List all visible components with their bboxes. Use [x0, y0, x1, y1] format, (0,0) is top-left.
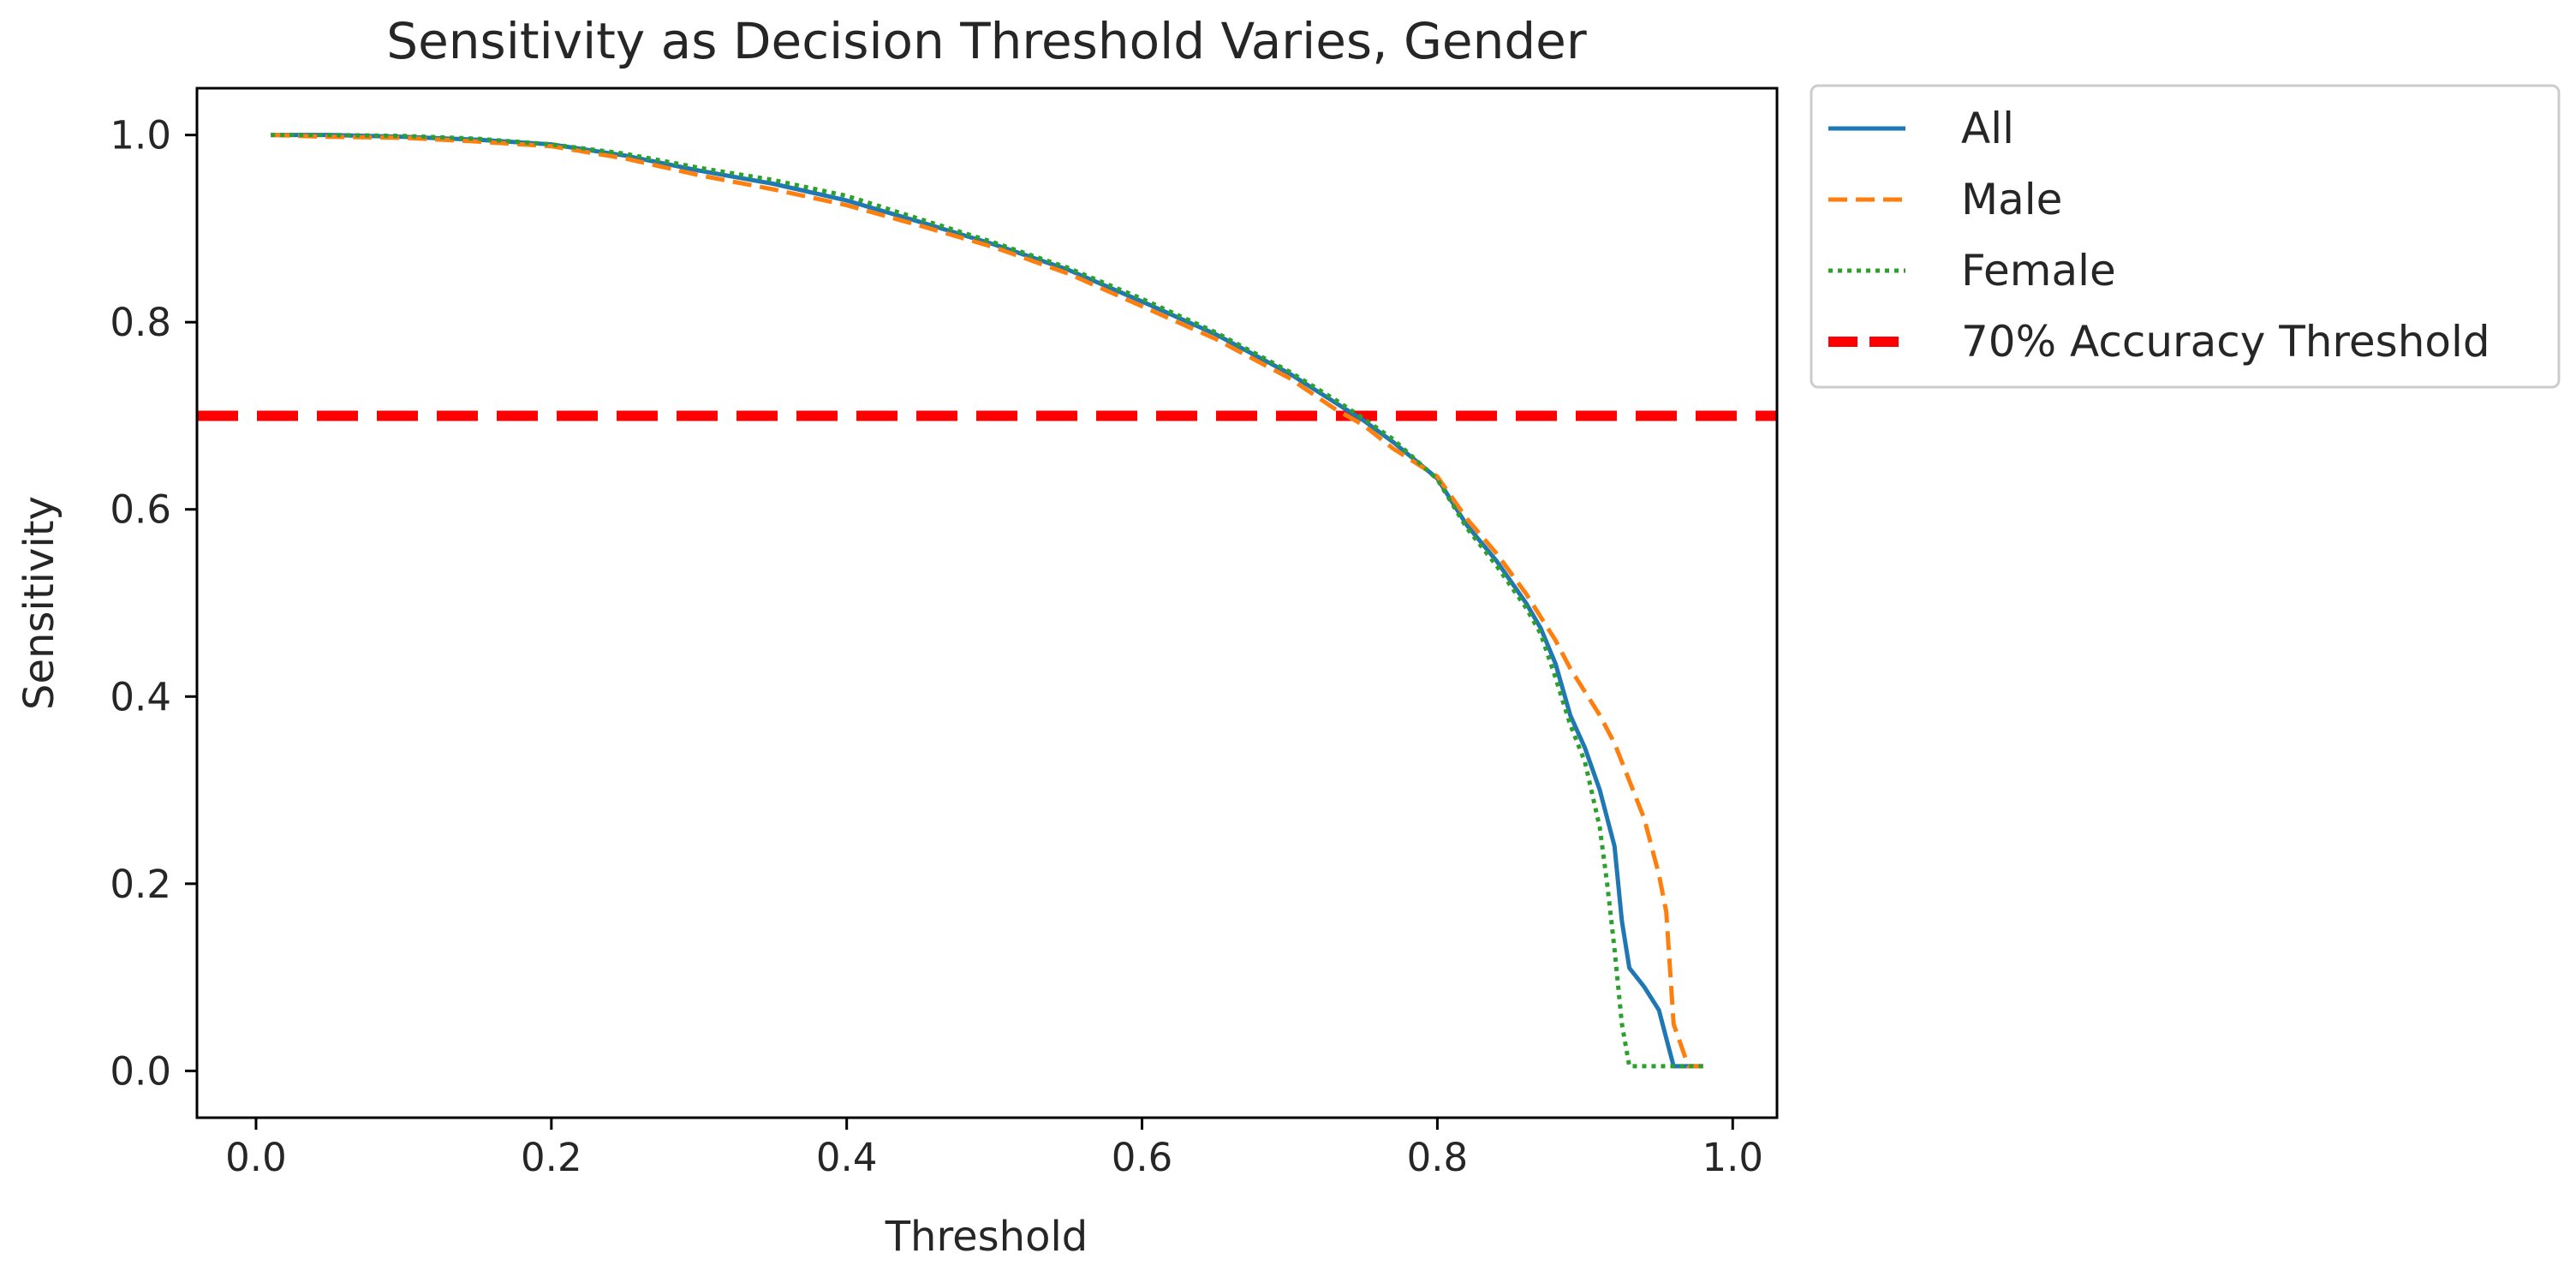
series-line-male [271, 133, 1703, 1069]
plot-frame [195, 87, 1779, 1119]
x-axis-label: Threshold [885, 1213, 1088, 1261]
x-tick-label: 0.0 [225, 1135, 287, 1180]
x-tick-label: 0.8 [1407, 1135, 1469, 1180]
y-axis-label: Sensitivity [15, 496, 63, 710]
legend-label: Female [1961, 246, 2116, 295]
y-axis: 0.0 0.2 0.4 0.6 0.8 1.0 [110, 113, 197, 1094]
x-axis: 0.0 0.2 0.4 0.6 0.8 1.0 [225, 1118, 1763, 1180]
y-tick-label: 0.0 [110, 1048, 171, 1094]
legend-label: 70% Accuracy Threshold [1961, 317, 2490, 367]
x-tick-label: 1.0 [1702, 1135, 1763, 1180]
legend: All Male Female 70% Accuracy Threshold [1810, 84, 2561, 389]
series-line-female [271, 133, 1703, 1069]
y-tick-label: 0.4 [110, 674, 171, 719]
legend-frame [1810, 84, 2561, 389]
y-tick-label: 1.0 [110, 113, 171, 158]
chart-title: Sensitivity as Decision Threshold Varies… [386, 12, 1587, 70]
legend-label: Male [1961, 175, 2062, 224]
y-tick-label: 0.6 [110, 487, 171, 533]
y-tick-label: 0.2 [110, 862, 171, 907]
x-tick-label: 0.4 [816, 1135, 878, 1180]
legend-label: All [1961, 104, 2014, 153]
series-line-all [271, 133, 1703, 1069]
y-tick-label: 0.8 [110, 300, 171, 345]
plot-area [197, 133, 1777, 1069]
x-tick-label: 0.6 [1112, 1135, 1173, 1180]
x-tick-label: 0.2 [521, 1135, 582, 1180]
